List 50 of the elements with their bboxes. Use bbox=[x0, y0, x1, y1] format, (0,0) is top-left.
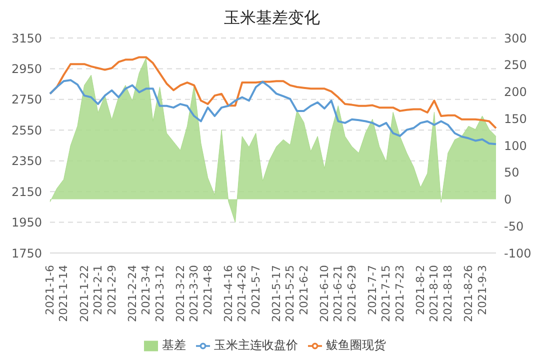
x-tick-label: 2021-3-30 bbox=[188, 265, 201, 322]
y-tick-label: 2950 bbox=[11, 62, 42, 76]
y-tick-label: 2550 bbox=[11, 123, 42, 138]
x-tick-label: 2021-7-23 bbox=[393, 265, 406, 322]
x-tick-label: 2021-6-10 bbox=[318, 265, 331, 322]
x-tick-label: 2021-8-18 bbox=[441, 265, 454, 322]
x-tick-label: 2021-4-16 bbox=[222, 265, 235, 322]
y2-tick-label: -100 bbox=[504, 246, 532, 260]
y-tick-label: 2750 bbox=[11, 92, 42, 107]
legend-label: 玉米主连收盘价 bbox=[214, 338, 298, 352]
x-tick-label: 2021-3-4 bbox=[140, 265, 153, 315]
x-tick-label: 2021-6-21 bbox=[332, 265, 345, 322]
x-tick-label: 2021-8-10 bbox=[428, 265, 441, 322]
x-tick-label: 2021-5-17 bbox=[270, 265, 283, 322]
line-series bbox=[49, 79, 497, 146]
x-tick-label: 2021-7-7 bbox=[366, 265, 379, 315]
x-tick-label: 2021-5-7 bbox=[249, 265, 262, 315]
x-tick-label: 2021-2-24 bbox=[126, 265, 139, 322]
x-tick-label: 2021-8-2 bbox=[414, 265, 428, 315]
x-tick-label: 2021-4-26 bbox=[236, 265, 249, 322]
legend-label: 基差 bbox=[162, 338, 186, 352]
x-tick-label: 2021-4-8 bbox=[201, 265, 214, 315]
y2-tick-label: 250 bbox=[504, 58, 527, 72]
y2-tick-label: 100 bbox=[504, 138, 527, 153]
x-tick-label: 2021-6-2 bbox=[297, 265, 310, 315]
y2-tick-label: 0 bbox=[504, 192, 512, 207]
x-tick-label: 2021-3-22 bbox=[174, 265, 187, 322]
x-tick-label: 2021-1-6 bbox=[44, 265, 56, 315]
y2-tick-label: 300 bbox=[504, 31, 527, 46]
x-tick-label: 2021-7-15 bbox=[380, 265, 393, 322]
y2-tick-label: 200 bbox=[504, 85, 527, 100]
x-tick-label: 2021-2-9 bbox=[105, 265, 118, 315]
x-tick-label: 2021-9-3 bbox=[476, 265, 489, 315]
y-tick-label: 3150 bbox=[11, 31, 42, 46]
x-tick-label: 2021-8-26 bbox=[462, 265, 476, 322]
y-tick-label: 2350 bbox=[11, 154, 42, 168]
y-tick-label: 1950 bbox=[11, 216, 42, 230]
x-tick-label: 2021-5-25 bbox=[284, 265, 297, 322]
x-tick-label: 2021-1-14 bbox=[57, 265, 70, 322]
y-tick-label: 1750 bbox=[11, 246, 42, 260]
x-tick-label: 2021-6-29 bbox=[345, 265, 358, 322]
y2-tick-label: 50 bbox=[504, 166, 520, 180]
y-tick-label: 2150 bbox=[11, 184, 42, 199]
y2-tick-label: -50 bbox=[504, 219, 524, 234]
x-tick-label: 2021-3-12 bbox=[153, 265, 166, 322]
y2-tick-label: 150 bbox=[504, 112, 527, 126]
x-tick-label: 2021-2-1 bbox=[92, 265, 105, 315]
chart-title: 玉米基差变化 bbox=[223, 8, 321, 29]
legend-label: 鲅鱼圈现货 bbox=[326, 338, 386, 352]
x-tick-label: 2021-1-22 bbox=[78, 265, 91, 322]
